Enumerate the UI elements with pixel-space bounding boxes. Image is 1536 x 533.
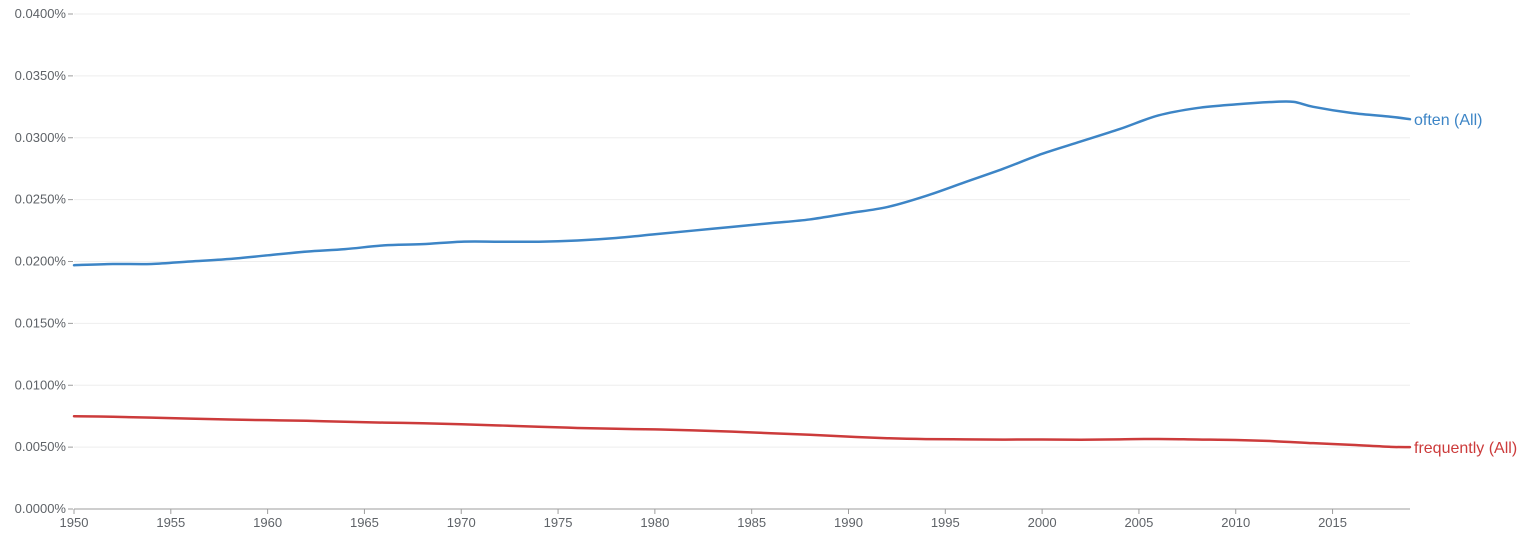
series-line-frequently[interactable] (72, 414, 1412, 449)
series-line-often[interactable] (72, 100, 1412, 267)
x-tick-label: 1970 (447, 515, 476, 530)
series-lines (72, 100, 1412, 449)
x-tick-label: 1975 (544, 515, 573, 530)
y-tick-label: 0.0400% (15, 6, 67, 21)
x-tick-label: 2010 (1221, 515, 1250, 530)
y-tick-label: 0.0200% (15, 254, 67, 269)
x-axis: 1950 1955 1960 1965 1970 1975 1980 1985 1990 1995… (60, 508, 1410, 530)
x-tick-label: 1950 (60, 515, 89, 530)
y-tick-label: 0.0000% (15, 501, 67, 516)
grid-lines (74, 13, 1410, 448)
y-tick-label: 0.0150% (15, 315, 67, 330)
x-tick-label: 1990 (834, 515, 863, 530)
x-tick-label: 1985 (737, 515, 766, 530)
x-tick-label: 2005 (1124, 515, 1153, 530)
x-tick-label: 1980 (640, 515, 669, 530)
y-axis: 0.0000% 0.0050% 0.0100% 0.0150% 0.0200% 0.025… (15, 6, 73, 516)
x-tick-label: 1960 (253, 515, 282, 530)
y-tick-label: 0.0250% (15, 192, 67, 207)
x-tick-label: 1995 (931, 515, 960, 530)
y-tick-label: 0.0350% (15, 68, 67, 83)
y-tick-label: 0.0300% (15, 130, 67, 145)
y-tick-label: 0.0050% (15, 439, 67, 454)
series-label-often: often (All) (1414, 112, 1482, 129)
series-labels: often (All) frequently (All) (1414, 112, 1517, 457)
x-tick-label: 2000 (1028, 515, 1057, 530)
x-tick-label: 1965 (350, 515, 379, 530)
y-tick-label: 0.0100% (15, 377, 67, 392)
x-tick-label: 1955 (156, 515, 185, 530)
x-tick-label: 2015 (1318, 515, 1347, 530)
series-label-frequently: frequently (All) (1414, 440, 1517, 457)
